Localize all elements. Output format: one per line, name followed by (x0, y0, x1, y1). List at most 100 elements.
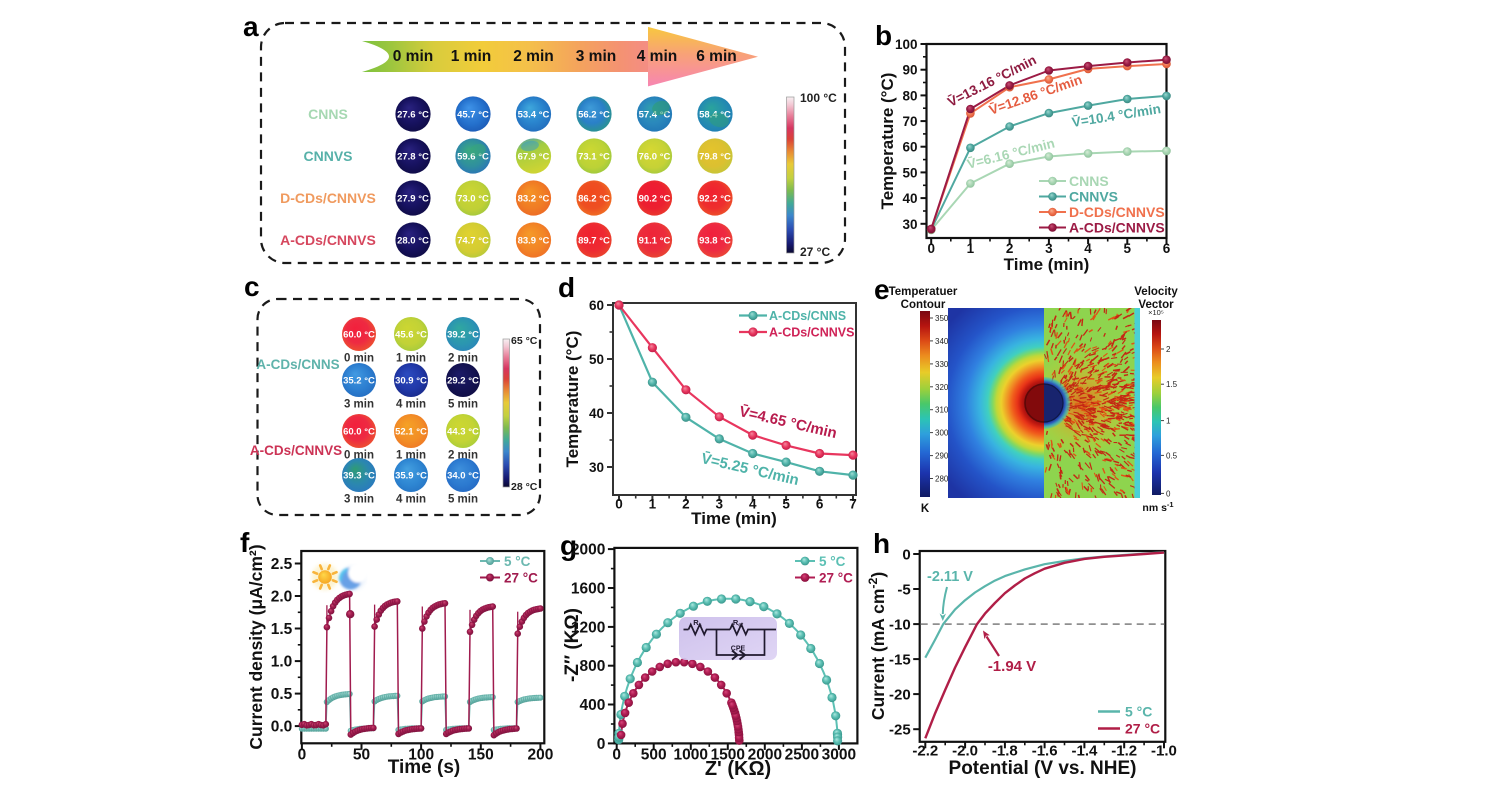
svg-text:400: 400 (580, 697, 606, 714)
svg-text:Time (min): Time (min) (1004, 255, 1090, 274)
svg-text:Z' (KΩ): Z' (KΩ) (705, 758, 771, 780)
svg-text:1000: 1000 (674, 746, 708, 763)
svg-text:40: 40 (902, 191, 917, 206)
svg-text:7: 7 (849, 497, 857, 512)
svg-text:320: 320 (935, 383, 949, 392)
svg-text:1: 1 (649, 497, 657, 512)
svg-text:27.6 °C: 27.6 °C (397, 110, 429, 121)
svg-text:0: 0 (902, 547, 910, 564)
svg-text:5: 5 (782, 497, 790, 512)
svg-text:1 min: 1 min (451, 48, 491, 65)
svg-text:4 min: 4 min (396, 494, 426, 506)
svg-text:3: 3 (716, 497, 724, 512)
svg-text:30: 30 (902, 217, 917, 232)
svg-text:93.8 °C: 93.8 °C (699, 236, 731, 247)
svg-text:-10: -10 (889, 617, 911, 634)
svg-text:Temperature (°C): Temperature (°C) (878, 73, 897, 210)
svg-text:Vector: Vector (1138, 299, 1174, 311)
svg-text:1.0: 1.0 (271, 654, 293, 671)
svg-text:Rct: Rct (733, 618, 743, 629)
svg-text:39.3 °C: 39.3 °C (343, 471, 375, 482)
svg-text:27.9 °C: 27.9 °C (397, 194, 429, 205)
svg-text:1.5: 1.5 (1166, 380, 1178, 389)
svg-text:0 min: 0 min (344, 353, 374, 365)
svg-text:A-CDs/CNNVS: A-CDs/CNNVS (250, 443, 342, 458)
svg-text:CNNS: CNNS (1069, 173, 1109, 189)
svg-text:D-CDs/CNNVS: D-CDs/CNNVS (280, 190, 376, 206)
svg-text:A-CDs/CNNS: A-CDs/CNNS (256, 357, 339, 372)
svg-text:56.2 °C: 56.2 °C (578, 110, 610, 121)
svg-text:280: 280 (935, 475, 949, 484)
svg-text:45.7 °C: 45.7 °C (457, 110, 489, 121)
svg-text:0: 0 (927, 241, 935, 256)
svg-text:-1.8: -1.8 (992, 742, 1018, 759)
svg-text:50: 50 (902, 165, 917, 180)
svg-text:100: 100 (895, 37, 918, 52)
svg-text:2: 2 (1166, 345, 1171, 354)
svg-text:-1.0: -1.0 (1151, 742, 1177, 759)
svg-text:A-CDs/CNNVS: A-CDs/CNNVS (1069, 220, 1165, 236)
svg-text:3 min: 3 min (344, 494, 374, 506)
svg-text:60: 60 (589, 298, 604, 313)
svg-text:86.2 °C: 86.2 °C (578, 194, 610, 205)
svg-text:Contour: Contour (901, 299, 946, 311)
svg-text:1.5: 1.5 (271, 621, 293, 638)
svg-text:-25: -25 (889, 722, 911, 739)
svg-text:0 min: 0 min (393, 48, 433, 65)
svg-text:Velocity: Velocity (1134, 286, 1178, 298)
svg-text:290: 290 (935, 452, 949, 461)
svg-text:-1.2: -1.2 (1111, 742, 1137, 759)
svg-text:5: 5 (1124, 241, 1132, 256)
svg-text:27.8 °C: 27.8 °C (397, 152, 429, 163)
svg-text:Temperature (°C): Temperature (°C) (563, 331, 582, 468)
svg-text:4: 4 (1084, 241, 1092, 256)
svg-text:-5: -5 (897, 582, 910, 599)
svg-text:83.2 °C: 83.2 °C (518, 194, 550, 205)
svg-text:92.2 °C: 92.2 °C (699, 194, 731, 205)
svg-text:Time (s): Time (s) (388, 757, 461, 778)
svg-text:28.0 °C: 28.0 °C (397, 236, 429, 247)
svg-text:0: 0 (1166, 489, 1171, 498)
svg-text:340: 340 (935, 337, 949, 346)
svg-text:70: 70 (902, 114, 917, 129)
svg-text:35.2 °C: 35.2 °C (343, 376, 375, 387)
svg-text:4 min: 4 min (637, 48, 677, 65)
svg-text:3000: 3000 (822, 746, 856, 763)
svg-text:0: 0 (612, 746, 621, 763)
svg-text:2000: 2000 (748, 746, 782, 763)
svg-text:Temperatuer: Temperatuer (889, 286, 958, 298)
svg-text:53.4 °C: 53.4 °C (518, 110, 550, 121)
svg-text:89.7 °C: 89.7 °C (578, 236, 610, 247)
svg-text:CPE: CPE (731, 646, 746, 653)
svg-text:5 °C: 5 °C (504, 554, 531, 569)
svg-text:4: 4 (749, 497, 757, 512)
svg-text:300: 300 (935, 429, 949, 438)
svg-text:35.9 °C: 35.9 °C (395, 471, 427, 482)
svg-text:1200: 1200 (571, 619, 605, 636)
svg-text:73.1 °C: 73.1 °C (578, 152, 610, 163)
svg-text:90: 90 (902, 63, 917, 78)
svg-text:27 °C: 27 °C (819, 571, 853, 586)
svg-text:-2.2: -2.2 (912, 742, 938, 759)
svg-text:1500: 1500 (711, 746, 745, 763)
svg-text:CNNVS: CNNVS (303, 148, 352, 164)
svg-text:150: 150 (468, 746, 494, 763)
svg-text:59.6 °C: 59.6 °C (457, 152, 489, 163)
svg-text:27 °C: 27 °C (504, 571, 538, 586)
svg-text:A-CDs/CNNVS: A-CDs/CNNVS (769, 326, 854, 340)
svg-text:80: 80 (902, 88, 917, 103)
svg-text:5 °C: 5 °C (1125, 704, 1152, 720)
svg-text:100 °C: 100 °C (800, 91, 837, 105)
svg-text:5 min: 5 min (448, 399, 478, 411)
svg-text:A-CDs/CNNS: A-CDs/CNNS (769, 309, 846, 323)
svg-text:0 min: 0 min (344, 450, 374, 462)
svg-text:30: 30 (589, 460, 604, 475)
svg-text:1: 1 (967, 241, 975, 256)
svg-text:Potential (V vs. NHE): Potential (V vs. NHE) (949, 758, 1137, 779)
svg-text:34.0 °C: 34.0 °C (447, 471, 479, 482)
svg-text:6: 6 (1163, 241, 1171, 256)
svg-text:39.2 °C: 39.2 °C (447, 330, 479, 341)
svg-text:60.0 °C: 60.0 °C (343, 330, 375, 341)
svg-text:×10⁵: ×10⁵ (1148, 308, 1164, 317)
svg-text:0: 0 (298, 746, 307, 763)
